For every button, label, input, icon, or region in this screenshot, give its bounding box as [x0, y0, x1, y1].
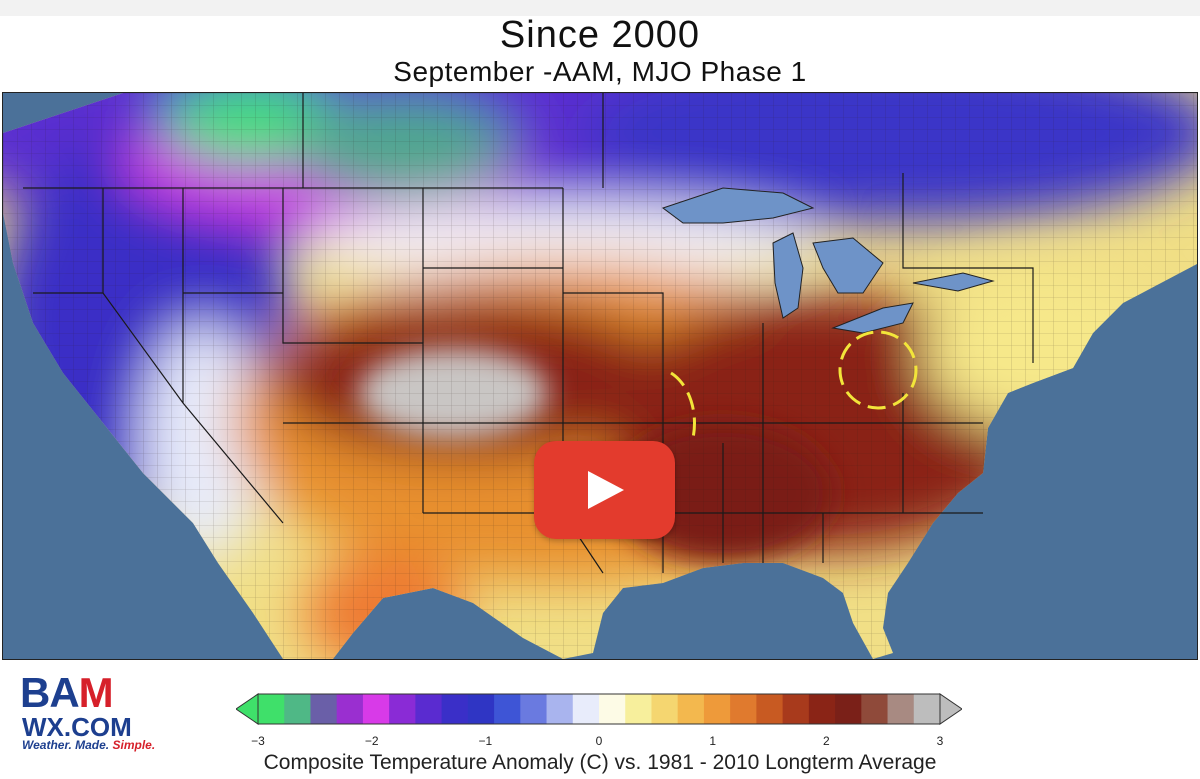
great-lakes	[661, 187, 995, 334]
logo-domain: WX.COM	[22, 712, 132, 742]
play-button[interactable]	[534, 441, 675, 539]
colorbar-segment	[258, 694, 285, 724]
page-title: Since 2000	[499, 14, 701, 56]
colorbar-segment	[808, 694, 836, 724]
colorbar-segment	[835, 694, 862, 724]
top-bar	[0, 0, 1200, 16]
colorbar-segment	[362, 694, 390, 724]
state-borders	[23, 93, 1034, 574]
colorbar-segment	[467, 694, 495, 724]
colorbar-segment	[782, 694, 810, 724]
anomaly-map	[2, 92, 1198, 660]
colorbar-tick-label: −1	[478, 734, 493, 748]
logo-tagline: Weather. Made. Simple.	[22, 738, 156, 752]
colorbar-arrow-min	[235, 693, 259, 725]
colorbar-tick-label: −3	[251, 734, 265, 748]
colorbar-segment	[572, 694, 600, 724]
colorbar-segment	[887, 694, 915, 724]
colorbar-segment	[389, 694, 416, 724]
colorbar-segment	[756, 694, 784, 724]
colorbar-tick-label: −2	[364, 734, 379, 748]
colorbar-segment	[494, 694, 521, 724]
colorbar-segment	[651, 694, 679, 724]
colorbar-caption: Composite Temperature Anomaly (C) vs. 19…	[263, 751, 937, 774]
colorbar-svg	[235, 693, 963, 725]
colorbar-segment	[284, 694, 312, 724]
bam-logo: BAM WX.COM Weather. Made. Simple.	[18, 662, 178, 762]
colorbar-segment	[441, 694, 469, 724]
colorbar-tick-label: 0	[595, 734, 603, 748]
colorbar-segment	[546, 694, 574, 724]
colorbar-tick-label: 1	[709, 734, 716, 748]
map-canvas	[3, 93, 1197, 659]
colorbar-segment	[336, 694, 364, 724]
colorbar-segment	[861, 694, 889, 724]
colorbar-segment	[913, 694, 941, 724]
colorbar-tick-label: 3	[936, 734, 944, 748]
colorbar-segment	[599, 694, 626, 724]
colorbar	[235, 690, 963, 750]
colorbar-segment	[730, 694, 757, 724]
play-icon	[588, 471, 624, 509]
colorbar-segment	[310, 694, 338, 724]
colorbar-segment	[677, 694, 705, 724]
colorbar-segment	[625, 694, 653, 724]
colorbar-segment	[703, 694, 731, 724]
colorbar-segment	[415, 694, 443, 724]
logo-mark: BAM	[20, 669, 114, 716]
colorbar-tick-label: 2	[822, 734, 830, 748]
colorbar-outline	[257, 693, 941, 725]
page-subtitle: September -AAM, MJO Phase 1	[393, 56, 807, 87]
marker-circles	[670, 330, 918, 439]
colorbar-segment	[520, 694, 548, 724]
colorbar-arrow-max	[939, 693, 963, 725]
